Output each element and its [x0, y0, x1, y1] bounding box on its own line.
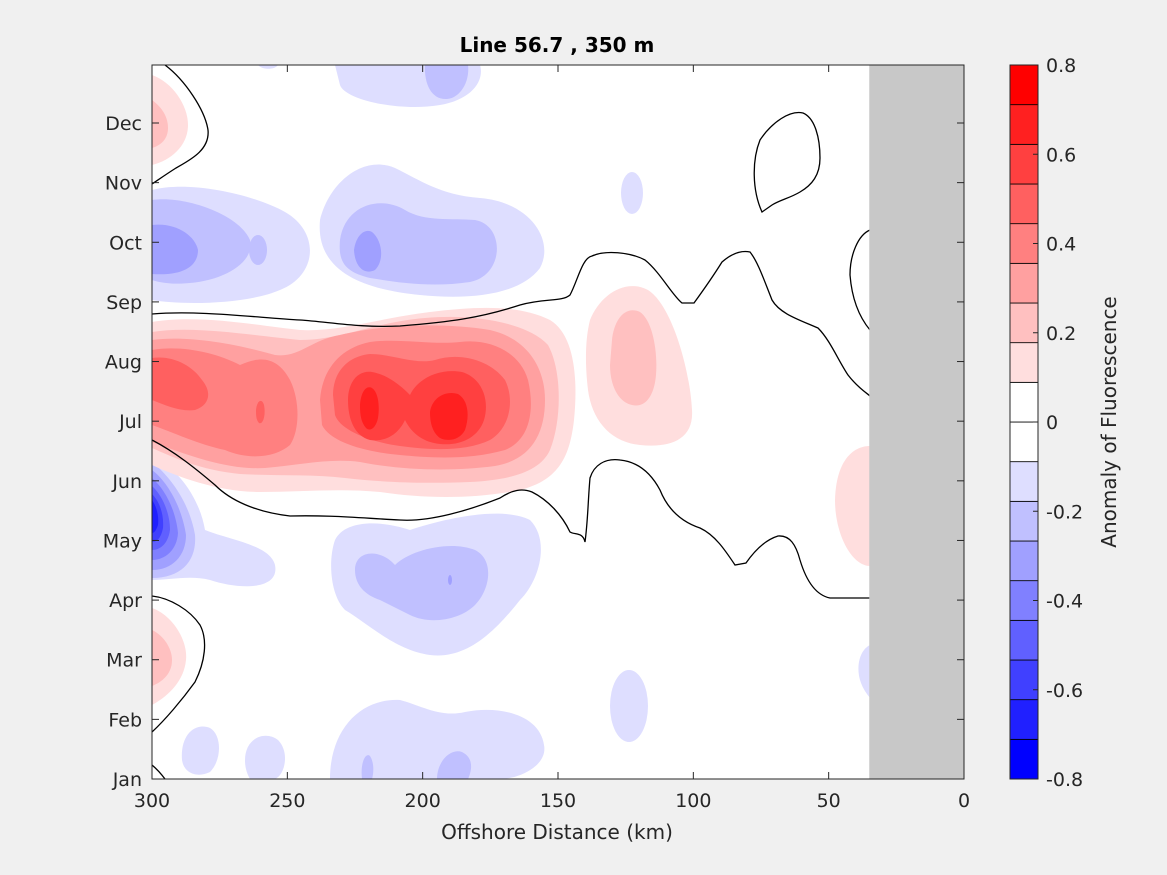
colorbar-segment: [1009, 64, 1039, 106]
neg-anomaly-feb: [610, 670, 648, 742]
neg-anomaly-top-tiny: [258, 65, 278, 69]
colorbar-segment: [1009, 302, 1039, 344]
neg-anomaly-oct-mid-l3: [354, 230, 382, 272]
y-tick-label: Jul: [118, 411, 142, 433]
neg-anomaly-nov: [621, 172, 643, 214]
y-axis: Jan Feb Mar Apr May Jun Jul Aug Sep Oct Nov Dec: [103, 113, 964, 791]
neg-anomaly-jan-2: [245, 735, 286, 779]
zero-contour-sep-right: [849, 229, 871, 331]
x-tick-label: 200: [405, 790, 441, 812]
zero-contour-jan-left: [152, 764, 166, 779]
colorbar-tick-label: 0: [1046, 412, 1058, 434]
x-tick-label: 250: [269, 790, 305, 812]
colorbar-tick-label: -0.2: [1046, 501, 1083, 523]
chart-title: Line 56.7 , 350 m: [460, 33, 655, 57]
colorbar-segment: [1009, 183, 1039, 225]
colorbar-label: Anomaly of Fluorescence: [1097, 296, 1121, 547]
colorbar-segment: [1009, 381, 1039, 423]
y-tick-label: Nov: [105, 173, 142, 195]
y-tick-label: Aug: [105, 352, 142, 374]
neg-anomaly-oct-mid-l2: [339, 203, 497, 285]
zero-contour-top-left: [152, 65, 209, 185]
y-tick-label: May: [103, 530, 142, 552]
pos-anomaly-jun-right: [835, 446, 870, 566]
zero-contour-sep: [152, 250, 871, 397]
colorbar-segment: [1009, 500, 1039, 542]
colorbar-segment: [1009, 619, 1039, 661]
colorbar-segment: [1009, 421, 1039, 463]
x-tick-label: 100: [675, 790, 711, 812]
x-axis-label: Offshore Distance (km): [441, 820, 673, 844]
zero-contour-nov-loop: [753, 111, 821, 213]
colorbar-segment: [1009, 104, 1039, 145]
y-tick-label: Jun: [111, 471, 142, 493]
pos-anomaly-left-spot: [256, 400, 265, 424]
neg-anomaly-oct-spot: [249, 235, 267, 265]
pos-anomaly-aug-120-l2: [610, 310, 657, 406]
colorbar-segment: [1009, 540, 1039, 582]
pos-anomaly-mar-l2: [152, 630, 172, 686]
colorbar-segment: [1009, 143, 1039, 185]
colorbar-segment: [1009, 342, 1039, 383]
neg-anomaly-oct-left-l3: [152, 224, 198, 275]
x-tick-label: 150: [540, 790, 576, 812]
y-tick-label: Feb: [108, 709, 142, 731]
colorbar-tick-label: 0.6: [1046, 144, 1076, 166]
colorbar-tick-label: -0.4: [1046, 591, 1083, 613]
contour-plot: [152, 65, 964, 779]
colorbar-tick-label: 0.2: [1046, 323, 1076, 345]
colorbar: 0.8 0.6 0.4 0.2 0 -0.2 -0.4 -0.6 -0.8: [1009, 55, 1083, 791]
neg-anomaly-may-left-l7: [152, 500, 159, 533]
x-tick-label: 50: [817, 790, 841, 812]
colorbar-segment: [1009, 461, 1039, 502]
x-axis: 300 250 200 150 100 50 0: [134, 65, 970, 812]
neg-anomaly-jan-3: [330, 699, 545, 779]
y-tick-label: Mar: [106, 650, 142, 672]
x-tick-label: 0: [958, 790, 970, 812]
neg-anomaly-jan-3-l2: [361, 755, 374, 779]
neg-anomaly-apr-spot: [448, 575, 452, 585]
neg-anomaly-mar-right: [858, 645, 870, 698]
y-tick-label: Dec: [105, 113, 142, 135]
pos-anomaly-dec-l2: [152, 100, 168, 148]
colorbar-tick-label: -0.8: [1046, 769, 1083, 791]
neg-anomaly-jan-3-l3: [437, 751, 472, 779]
neg-anomaly-apr-mid-l2: [355, 545, 489, 621]
colorbar-tick-label: -0.6: [1046, 680, 1083, 702]
y-tick-label: Jan: [112, 769, 142, 791]
y-tick-label: Oct: [109, 232, 142, 254]
zero-contour-jun: [152, 439, 870, 599]
pos-anomaly-summer-l7: [360, 387, 468, 440]
colorbar-segment: [1009, 659, 1039, 701]
x-tick-label: 300: [134, 790, 170, 812]
y-tick-label: Sep: [106, 292, 142, 314]
colorbar-segment: [1009, 738, 1039, 780]
neg-anomaly-jan-1: [181, 726, 219, 775]
zero-contour-apr-left: [152, 595, 206, 733]
y-tick-label: Apr: [109, 590, 142, 612]
neg-anomaly-top-core: [424, 65, 469, 100]
colorbar-tick-label: 0.4: [1046, 234, 1076, 256]
colorbar-tick-label: 0.8: [1046, 55, 1076, 77]
colorbar-segment: [1009, 699, 1039, 740]
no-data-region: [869, 65, 964, 779]
colorbar-segment: [1009, 262, 1039, 304]
